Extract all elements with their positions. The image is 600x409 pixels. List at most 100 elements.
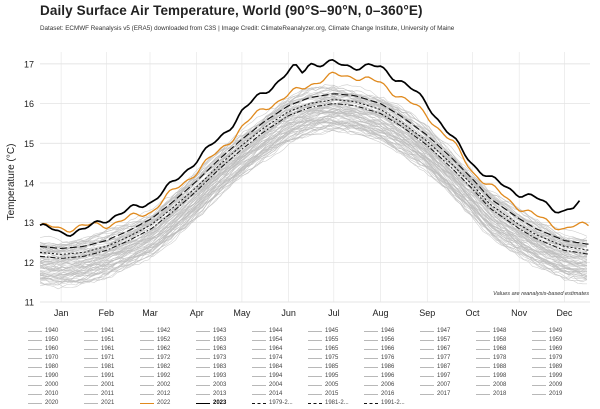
legend-item[interactable]: 1997 xyxy=(420,373,450,379)
legend-item[interactable]: 1941 xyxy=(84,328,114,334)
legend-item[interactable]: 1951 xyxy=(84,337,114,343)
legend-label: 1950 xyxy=(45,337,59,343)
legend-item[interactable]: 1959 xyxy=(532,337,562,343)
legend-item[interactable]: 1998 xyxy=(476,373,506,379)
legend-item[interactable]: 1970 xyxy=(28,355,58,361)
legend-item[interactable]: 1991 xyxy=(84,373,114,379)
legend-item[interactable]: 2011 xyxy=(84,391,114,397)
legend-item[interactable]: 1968 xyxy=(476,346,506,352)
legend-item[interactable]: 1991-2... xyxy=(364,400,405,406)
legend-item[interactable]: 1949 xyxy=(532,328,562,334)
legend-item[interactable]: 2012 xyxy=(140,391,170,397)
legend-swatch xyxy=(476,339,490,341)
legend-item[interactable]: 2002 xyxy=(140,382,170,388)
legend-item[interactable]: 2014 xyxy=(252,391,282,397)
legend-label: 2019 xyxy=(549,391,563,397)
legend-item[interactable]: 2000 xyxy=(28,382,58,388)
legend-item[interactable]: 1955 xyxy=(308,337,338,343)
y-tick-label: 15 xyxy=(24,139,34,149)
legend-item[interactable]: 1990 xyxy=(28,373,58,379)
legend-label: 2015 xyxy=(325,391,339,397)
legend-item[interactable]: 1981-2... xyxy=(308,400,349,406)
legend-item[interactable]: 2001 xyxy=(84,382,114,388)
legend-item[interactable]: 1947 xyxy=(420,328,450,334)
legend-item[interactable]: 1942 xyxy=(140,328,170,334)
legend-item[interactable]: 1962 xyxy=(140,346,170,352)
legend-item[interactable]: 1994 xyxy=(252,373,282,379)
legend-item[interactable]: 2004 xyxy=(252,382,282,388)
legend-item[interactable]: 2017 xyxy=(420,391,450,397)
legend-item[interactable]: 1952 xyxy=(140,337,170,343)
legend-item[interactable]: 2023 xyxy=(196,400,226,406)
legend-item[interactable]: 1982 xyxy=(140,364,170,370)
grid-layer xyxy=(40,52,590,303)
legend-item[interactable]: 1957 xyxy=(420,337,450,343)
legend-item[interactable]: 2020 xyxy=(28,400,58,406)
legend-item[interactable]: 1954 xyxy=(252,337,282,343)
legend-item[interactable]: 1950 xyxy=(28,337,58,343)
legend-item[interactable]: 1980 xyxy=(28,364,58,370)
legend-label: 1947 xyxy=(437,328,451,334)
legend-item[interactable]: 1967 xyxy=(420,346,450,352)
legend-item[interactable]: 1973 xyxy=(196,355,226,361)
legend-label: 2008 xyxy=(493,382,507,388)
legend-item[interactable]: 1995 xyxy=(308,373,338,379)
legend-item[interactable]: 1974 xyxy=(252,355,282,361)
legend-item[interactable]: 1940 xyxy=(28,328,58,334)
legend-item[interactable]: 2019 xyxy=(532,391,562,397)
legend-item[interactable]: 1961 xyxy=(84,346,114,352)
legend-item[interactable]: 1987 xyxy=(420,364,450,370)
legend-item[interactable]: 1966 xyxy=(364,346,394,352)
legend-item[interactable]: 1976 xyxy=(364,355,394,361)
legend-swatch xyxy=(364,375,378,377)
legend-item[interactable]: 1993 xyxy=(196,373,226,379)
legend-item[interactable]: 2018 xyxy=(476,391,506,397)
legend-swatch xyxy=(252,402,266,404)
legend-item[interactable]: 2005 xyxy=(308,382,338,388)
legend-item[interactable]: 2003 xyxy=(196,382,226,388)
legend-item[interactable]: 1975 xyxy=(308,355,338,361)
legend-item[interactable]: 2013 xyxy=(196,391,226,397)
legend-item[interactable]: 1944 xyxy=(252,328,282,334)
legend-item[interactable]: 2009 xyxy=(532,382,562,388)
legend-item[interactable]: 1977 xyxy=(420,355,450,361)
legend-item[interactable]: 1984 xyxy=(252,364,282,370)
legend-swatch xyxy=(252,366,266,368)
legend-item[interactable]: 1958 xyxy=(476,337,506,343)
legend-item[interactable]: 2006 xyxy=(364,382,394,388)
legend-item[interactable]: 1988 xyxy=(476,364,506,370)
legend-item[interactable]: 1971 xyxy=(84,355,114,361)
legend-item[interactable]: 1992 xyxy=(140,373,170,379)
legend-item[interactable]: 1946 xyxy=(364,328,394,334)
legend-label: 2021 xyxy=(101,400,115,406)
legend-item[interactable]: 2022 xyxy=(140,400,170,406)
legend-item[interactable]: 1963 xyxy=(196,346,226,352)
legend-item[interactable]: 1953 xyxy=(196,337,226,343)
legend-item[interactable]: 1964 xyxy=(252,346,282,352)
legend-item[interactable]: 1969 xyxy=(532,346,562,352)
legend-item[interactable]: 2021 xyxy=(84,400,114,406)
legend-item[interactable]: 1996 xyxy=(364,373,394,379)
legend-item[interactable]: 1943 xyxy=(196,328,226,334)
legend-item[interactable]: 1948 xyxy=(476,328,506,334)
legend-item[interactable]: 1989 xyxy=(532,364,562,370)
legend-item[interactable]: 1985 xyxy=(308,364,338,370)
legend-item[interactable]: 2015 xyxy=(308,391,338,397)
legend-label: 1991-2... xyxy=(381,400,405,406)
legend-item[interactable]: 1956 xyxy=(364,337,394,343)
legend-item[interactable]: 1965 xyxy=(308,346,338,352)
legend-item[interactable]: 1983 xyxy=(196,364,226,370)
legend-item[interactable]: 2010 xyxy=(28,391,58,397)
legend-item[interactable]: 1979-2... xyxy=(252,400,293,406)
legend-item[interactable]: 1979 xyxy=(532,355,562,361)
legend-item[interactable]: 1972 xyxy=(140,355,170,361)
legend-item[interactable]: 1945 xyxy=(308,328,338,334)
legend-item[interactable]: 1986 xyxy=(364,364,394,370)
legend-item[interactable]: 1978 xyxy=(476,355,506,361)
legend-item[interactable]: 2007 xyxy=(420,382,450,388)
legend-item[interactable]: 1999 xyxy=(532,373,562,379)
legend-item[interactable]: 2008 xyxy=(476,382,506,388)
legend-item[interactable]: 2016 xyxy=(364,391,394,397)
legend-item[interactable]: 1981 xyxy=(84,364,114,370)
legend-item[interactable]: 1960 xyxy=(28,346,58,352)
